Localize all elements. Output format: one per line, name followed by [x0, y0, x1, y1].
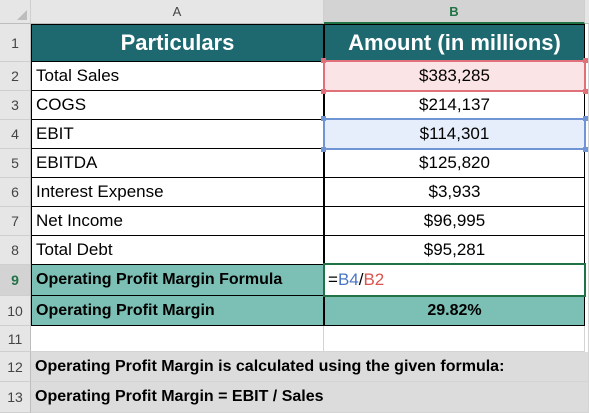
formula-ref-b4: B4 — [337, 270, 359, 289]
column-header-c-partial[interactable] — [585, 0, 589, 24]
ref-b4-handle-br[interactable] — [583, 147, 588, 152]
column-header-a[interactable]: A — [31, 0, 324, 24]
ref-b2-handle-br[interactable] — [583, 89, 588, 94]
cell-b11[interactable] — [324, 326, 585, 352]
row-header-1[interactable]: 1 — [0, 24, 31, 62]
select-all-corner[interactable] — [0, 0, 31, 24]
row-header-2[interactable]: 2 — [0, 62, 31, 91]
cell-b5[interactable]: $125,820 — [324, 148, 585, 178]
row-header-11[interactable]: 11 — [0, 326, 31, 352]
cell-a9[interactable]: Operating Profit Margin Formula — [31, 264, 324, 296]
row-header-6[interactable]: 6 — [0, 178, 31, 207]
cell-a6[interactable]: Interest Expense — [31, 177, 324, 207]
cell-b4[interactable]: $114,301 — [324, 119, 585, 149]
cell-b7[interactable]: $96,995 — [324, 206, 585, 236]
row-header-5[interactable]: 5 — [0, 149, 31, 178]
cell-a7[interactable]: Net Income — [31, 206, 324, 236]
row-header-4[interactable]: 4 — [0, 120, 31, 149]
formula-equals: = — [328, 270, 338, 289]
row-header-12[interactable]: 12 — [0, 352, 31, 382]
header-amount[interactable]: Amount (in millions) — [324, 24, 585, 62]
row-header-3[interactable]: 3 — [0, 91, 31, 120]
select-all-triangle-icon — [17, 10, 27, 20]
header-particulars[interactable]: Particulars — [31, 24, 324, 62]
cell-a10[interactable]: Operating Profit Margin — [31, 295, 324, 326]
ref-b4-handle-bl[interactable] — [321, 147, 326, 152]
formula-operator: / — [358, 270, 364, 289]
ref-b4-handle-tr[interactable] — [583, 116, 588, 121]
ref-b2-handle-bl[interactable] — [321, 89, 326, 94]
cell-a8[interactable]: Total Debt — [31, 235, 324, 265]
cell-b10[interactable]: 29.82% — [324, 295, 585, 326]
row-header-13[interactable]: 13 — [0, 382, 31, 413]
cell-b3[interactable]: $214,137 — [324, 90, 585, 120]
note-line-2[interactable]: Operating Profit Margin = EBIT / Sales — [31, 382, 589, 413]
row-header-7[interactable]: 7 — [0, 207, 31, 236]
formula-ref-b2: B2 — [363, 270, 385, 289]
row-header-10[interactable]: 10 — [0, 296, 31, 326]
ref-b2-handle-tr[interactable] — [583, 58, 588, 63]
cell-a2[interactable]: Total Sales — [31, 61, 324, 91]
cell-a4[interactable]: EBIT — [31, 119, 324, 149]
cell-a5[interactable]: EBITDA — [31, 148, 324, 178]
cell-a3[interactable]: COGS — [31, 90, 324, 120]
ref-b4-handle-tl[interactable] — [321, 116, 326, 121]
cell-b2[interactable]: $383,285 — [324, 61, 585, 91]
cell-a11[interactable] — [31, 326, 324, 352]
note-line-1[interactable]: Operating Profit Margin is calculated us… — [31, 352, 589, 382]
cell-b9-formula[interactable]: = B4/B2 — [324, 264, 585, 296]
row-header-9[interactable]: 9 — [0, 265, 31, 296]
cell-b8[interactable]: $95,281 — [324, 235, 585, 265]
cell-b6[interactable]: $3,933 — [324, 177, 585, 207]
row-header-8[interactable]: 8 — [0, 236, 31, 265]
column-header-b[interactable]: B — [324, 0, 585, 24]
ref-b2-handle-tl[interactable] — [321, 58, 326, 63]
